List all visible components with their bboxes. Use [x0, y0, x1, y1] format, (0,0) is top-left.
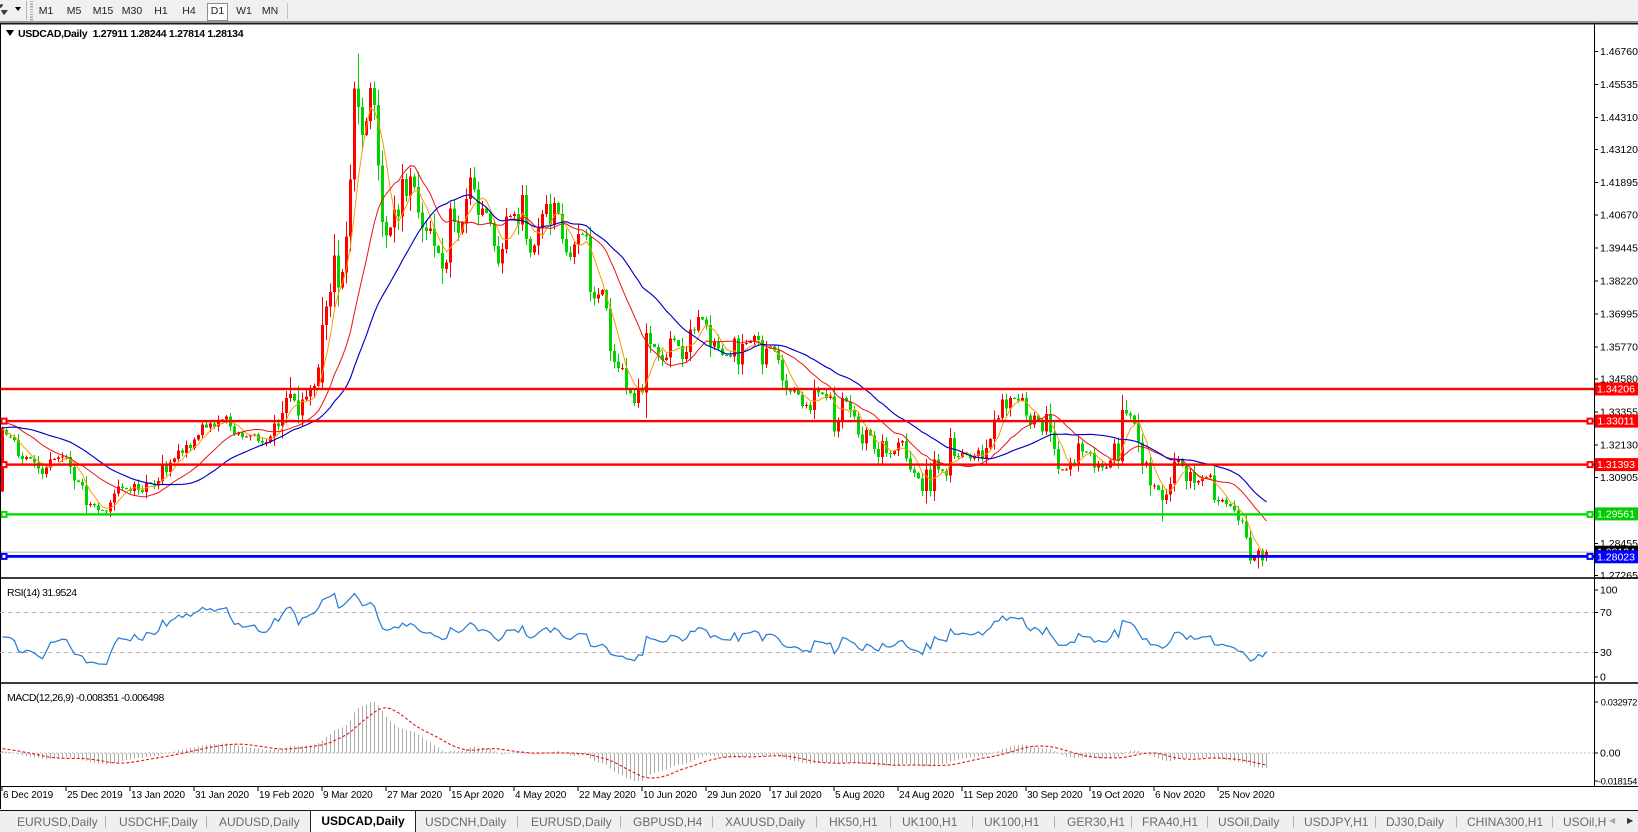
svg-text:29 Jun 2020: 29 Jun 2020 [707, 790, 761, 801]
svg-text:70: 70 [1600, 607, 1612, 619]
svg-text:17 Jul 2020: 17 Jul 2020 [771, 790, 822, 801]
svg-text:0.032972: 0.032972 [1601, 698, 1638, 709]
svg-text:15 Apr 2020: 15 Apr 2020 [451, 790, 504, 801]
svg-text:100: 100 [1600, 585, 1618, 597]
svg-text:1.40670: 1.40670 [1600, 210, 1638, 222]
svg-text:30: 30 [1600, 647, 1612, 659]
svg-text:6 Nov 2020: 6 Nov 2020 [1155, 790, 1206, 801]
svg-text:1.46760: 1.46760 [1600, 46, 1638, 58]
svg-text:-0.018154: -0.018154 [1598, 777, 1637, 788]
svg-text:RSI(14) 31.9524: RSI(14) 31.9524 [7, 587, 77, 599]
svg-text:1.33011: 1.33011 [1597, 416, 1634, 428]
svg-text:27 Mar 2020: 27 Mar 2020 [387, 790, 443, 801]
svg-text:1.29561: 1.29561 [1597, 508, 1635, 520]
svg-text:25 Nov 2020: 25 Nov 2020 [1219, 790, 1275, 801]
svg-text:1.45535: 1.45535 [1600, 79, 1638, 91]
svg-text:19 Oct 2020: 19 Oct 2020 [1091, 790, 1145, 801]
svg-text:5 Aug 2020: 5 Aug 2020 [835, 790, 885, 801]
svg-text:1.35770: 1.35770 [1600, 342, 1638, 354]
svg-text:USDCAD,Daily 1.27911 1.28244: USDCAD,Daily 1.27911 1.28244 1.27814 1.2… [18, 28, 244, 40]
svg-text:22 May 2020: 22 May 2020 [579, 790, 636, 801]
svg-text:1.30905: 1.30905 [1600, 472, 1638, 484]
svg-text:1.41895: 1.41895 [1600, 177, 1638, 189]
svg-text:0: 0 [1600, 672, 1606, 684]
svg-text:1.28023: 1.28023 [1597, 551, 1635, 563]
svg-text:0.00: 0.00 [1600, 748, 1621, 760]
svg-text:19 Feb 2020: 19 Feb 2020 [259, 790, 315, 801]
svg-text:1.44310: 1.44310 [1600, 112, 1638, 124]
svg-text:1.31393: 1.31393 [1597, 459, 1635, 471]
svg-text:4 May 2020: 4 May 2020 [515, 790, 567, 801]
svg-text:1.34206: 1.34206 [1597, 384, 1635, 396]
svg-text:24 Aug 2020: 24 Aug 2020 [899, 790, 955, 801]
svg-text:1.36995: 1.36995 [1600, 309, 1638, 321]
svg-text:25 Dec 2019: 25 Dec 2019 [67, 790, 123, 801]
svg-text:1.39445: 1.39445 [1600, 243, 1638, 255]
svg-text:9 Mar 2020: 9 Mar 2020 [323, 790, 373, 801]
svg-text:11 Sep 2020: 11 Sep 2020 [963, 790, 1018, 801]
svg-text:31 Jan 2020: 31 Jan 2020 [195, 790, 249, 801]
svg-text:1.27265: 1.27265 [1600, 570, 1638, 582]
svg-text:1.32130: 1.32130 [1600, 439, 1638, 451]
svg-text:1.34580: 1.34580 [1600, 373, 1638, 385]
svg-text:13 Jan 2020: 13 Jan 2020 [131, 790, 185, 801]
svg-text:6 Dec 2019: 6 Dec 2019 [3, 790, 54, 801]
svg-text:10 Jun 2020: 10 Jun 2020 [643, 790, 697, 801]
svg-text:1.43120: 1.43120 [1600, 144, 1638, 156]
svg-text:MACD(12,26,9) -0.008351 -0.006: MACD(12,26,9) -0.008351 -0.006498 [7, 692, 165, 704]
svg-text:1.38220: 1.38220 [1600, 276, 1638, 288]
svg-text:30 Sep 2020: 30 Sep 2020 [1027, 790, 1083, 801]
